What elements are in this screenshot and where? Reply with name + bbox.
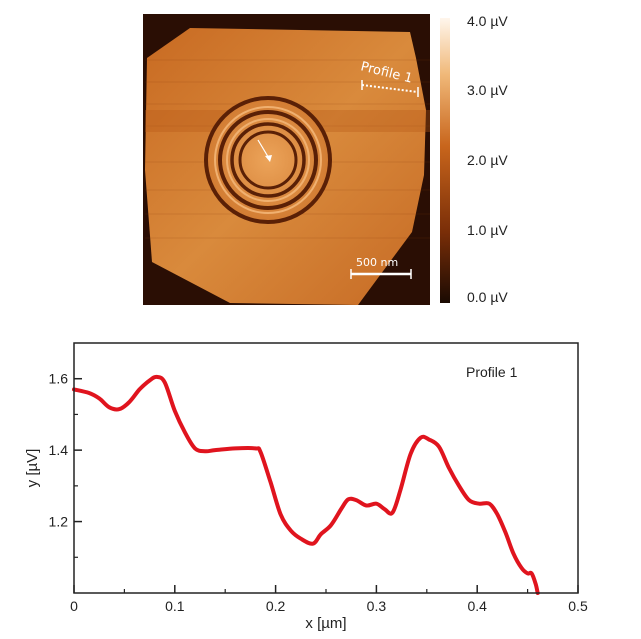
y-axis: 1.2 1.4 1.6 (49, 371, 82, 558)
colorbar-tick: 4.0 µV (467, 13, 508, 29)
x-tick-label: 0.4 (467, 598, 487, 614)
colorbar-tick: 2.0 µV (467, 152, 508, 168)
legend-label: Profile 1 (466, 364, 518, 380)
x-tick-label: 0.1 (165, 598, 185, 614)
y-tick-label: 1.4 (49, 442, 69, 458)
profile-line (361, 84, 419, 93)
x-tick-label: 0.3 (367, 598, 387, 614)
x-axis-title: x [µm] (305, 615, 346, 632)
profile-line-series (72, 374, 540, 595)
scalebar-label: 500 nm (356, 256, 398, 269)
colorbar-tick: 1.0 µV (467, 222, 508, 238)
concentric-rings (204, 96, 332, 224)
x-tick-label: 0 (70, 598, 78, 614)
colorbar-gradient (440, 18, 450, 303)
y-tick-label: 1.2 (49, 514, 69, 530)
plot-frame (73, 342, 579, 594)
afm-image: Profile 1 500 nm (143, 14, 430, 305)
profile-chart: 1.2 1.4 1.6 0 0.1 0.2 0.3 0.4 0.5 Profile 1 x [… (24, 342, 588, 632)
y-axis-title: y [µV] (24, 449, 41, 488)
y-tick-label: 1.6 (49, 371, 69, 387)
x-axis: 0 0.1 0.2 0.3 0.4 0.5 (70, 585, 588, 614)
colorbar: 4.0 µV 3.0 µV 2.0 µV 1.0 µV 0.0 µV (440, 13, 508, 305)
colorbar-tick: 3.0 µV (467, 82, 508, 98)
colorbar-tick: 0.0 µV (467, 289, 508, 305)
x-tick-label: 0.5 (568, 598, 588, 614)
x-tick-label: 0.2 (266, 598, 286, 614)
